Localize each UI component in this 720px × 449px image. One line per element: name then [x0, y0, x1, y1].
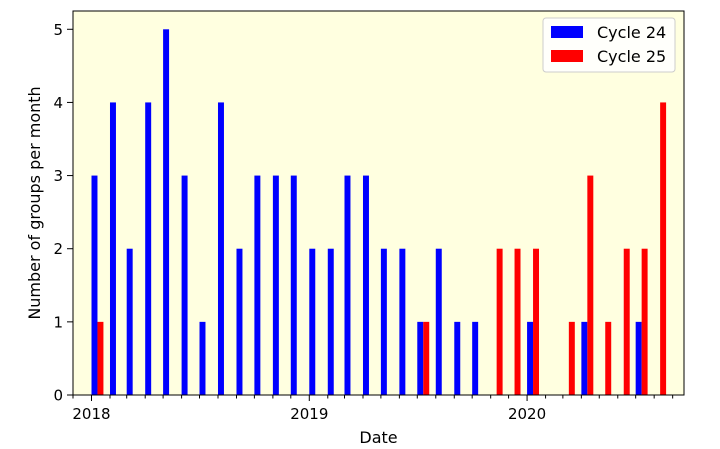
bar-cycle-24-2019-02	[327, 248, 334, 395]
bars-group	[91, 29, 667, 396]
y-tick-label: 2	[53, 240, 63, 258]
y-tick-label: 5	[53, 21, 63, 39]
bar-cycle-24-2018-09	[236, 248, 243, 395]
bar-cycle-24-2020-04	[581, 321, 588, 395]
bar-cycle-24-2018-02	[109, 102, 116, 396]
bar-cycle-24-2019-04	[362, 175, 369, 395]
y-tick-label: 4	[53, 94, 63, 112]
bar-cycle-24-2018-08	[217, 102, 224, 396]
bar-cycle-24-2018-04	[145, 102, 152, 396]
bar-cycle-25-2020-05	[605, 321, 612, 395]
bar-cycle-25-2020-07	[641, 248, 648, 395]
x-tick-label: 2019	[290, 405, 328, 423]
bar-cycle-24-2019-09	[454, 321, 461, 395]
bar-cycle-24-2018-05	[163, 29, 170, 395]
bar-cycle-24-2020-01	[527, 321, 534, 395]
bar-cycle-25-2019-12	[514, 248, 521, 395]
bar-cycle-24-2020-07	[635, 321, 642, 395]
bar-cycle-24-2019-06	[399, 248, 406, 395]
bar-cycle-25-2019-11	[496, 248, 503, 395]
legend: Cycle 24 Cycle 25	[542, 17, 676, 73]
bar-cycle-25-2019-07	[423, 321, 430, 395]
legend-swatch-cycle-24	[551, 26, 583, 38]
y-tick-label: 1	[53, 313, 63, 331]
bar-cycle-24-2019-01	[309, 248, 316, 395]
legend-label: Cycle 25	[597, 47, 666, 66]
x-axis: 2018 2019 2020	[72, 395, 674, 423]
bar-cycle-24-2019-10	[472, 321, 479, 395]
bar-cycle-24-2018-07	[199, 321, 206, 395]
bar-cycle-24-2019-03	[344, 175, 351, 395]
x-tick-label: 2020	[508, 405, 546, 423]
bar-cycle-24-2018-12	[290, 175, 297, 395]
bar-cycle-25-2018-01	[97, 321, 104, 395]
bar-cycle-24-2019-08	[435, 248, 442, 395]
bar-cycle-25-2020-08	[660, 102, 667, 396]
bar-cycle-24-2019-05	[380, 248, 387, 395]
bar-cycle-25-2020-03	[568, 321, 575, 395]
y-tick-label: 3	[53, 167, 63, 185]
bar-cycle-24-2018-11	[272, 175, 279, 395]
bar-cycle-24-2018-03	[126, 248, 133, 395]
bar-cycle-24-2018-10	[254, 175, 261, 395]
x-tick-label: 2018	[72, 405, 110, 423]
bar-cycle-24-2018-06	[181, 175, 188, 395]
plot-frame	[72, 10, 685, 396]
y-axis: 0 1 2 3 4 5	[53, 21, 73, 405]
bar-cycle-24-2019-07	[417, 321, 424, 395]
bar-cycle-24-2018-01	[91, 175, 98, 395]
x-axis-title: Date	[359, 428, 397, 447]
bar-cycle-25-2020-04	[587, 175, 594, 395]
bar-cycle-25-2020-01	[533, 248, 540, 395]
y-tick-label: 0	[53, 387, 63, 405]
legend-label: Cycle 24	[597, 23, 666, 42]
bar-cycle-25-2020-06	[623, 248, 630, 395]
legend-swatch-cycle-25	[551, 50, 583, 62]
y-axis-title: Number of groups per month	[25, 86, 44, 319]
